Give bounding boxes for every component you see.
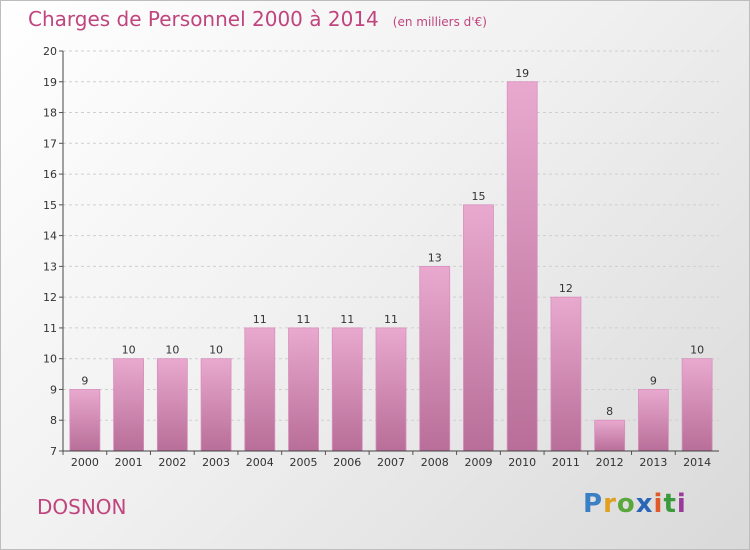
axes	[59, 50, 719, 455]
bar	[331, 327, 363, 452]
bar-value-label: 11	[384, 313, 398, 326]
bar	[681, 358, 713, 452]
bar-value-label: 9	[81, 374, 88, 387]
x-tick-label: 2010	[508, 456, 536, 469]
bar	[156, 358, 188, 452]
x-tick-label: 2002	[158, 456, 186, 469]
x-tick-label: 2006	[333, 456, 361, 469]
y-tick-label: 8	[50, 414, 57, 427]
bar	[638, 389, 669, 452]
logo-letter: t	[663, 489, 677, 519]
y-tick-label: 13	[43, 260, 57, 273]
bar	[244, 327, 276, 452]
commune-name: DOSNON	[37, 495, 127, 519]
bar-value-label: 10	[122, 344, 136, 357]
bar	[463, 204, 494, 452]
logo-letter: P	[583, 489, 604, 519]
x-tick-label: 2011	[552, 456, 580, 469]
bar	[113, 358, 144, 452]
bar-value-label: 11	[253, 313, 267, 326]
bar-value-label: 11	[340, 313, 354, 326]
y-tick-label: 11	[43, 322, 57, 335]
x-tick-label: 2014	[683, 456, 711, 469]
bar-value-label: 10	[690, 344, 704, 357]
y-tick-label: 10	[43, 353, 57, 366]
chart-subtitle: (en milliers d'€)	[392, 15, 487, 29]
y-tick-label: 16	[43, 168, 57, 181]
labels: 7 8 9 10 11 12 13 14 15 16 17 18 19 20 9 2000 10 2001 10 20…	[43, 45, 711, 469]
bar-value-label: 11	[297, 313, 311, 326]
x-tick-label: 2004	[246, 456, 274, 469]
y-tick-label: 14	[43, 230, 57, 243]
bar-value-label: 8	[606, 405, 613, 418]
y-tick-label: 17	[43, 137, 57, 150]
chart-title-text: Charges de Personnel 2000 à 2014	[28, 7, 379, 31]
logo-letter: i	[676, 489, 687, 519]
x-tick-label: 2007	[377, 456, 405, 469]
x-tick-label: 2012	[596, 456, 624, 469]
bar	[200, 358, 232, 452]
y-tick-label: 18	[43, 107, 57, 120]
x-tick-label: 2008	[421, 456, 449, 469]
y-tick-label: 7	[50, 445, 57, 458]
bar-value-label: 15	[471, 190, 485, 203]
logo-letter: o	[616, 489, 636, 519]
y-tick-label: 15	[43, 199, 57, 212]
bars	[69, 81, 713, 452]
x-tick-label: 2000	[71, 456, 99, 469]
y-tick-label: 12	[43, 291, 57, 304]
bar-value-label: 12	[559, 282, 573, 295]
bar	[506, 81, 538, 452]
x-tick-label: 2005	[290, 456, 318, 469]
logo-letter: i	[653, 489, 664, 519]
x-tick-label: 2013	[639, 456, 667, 469]
bar-value-label: 13	[428, 251, 442, 264]
bar	[419, 265, 451, 452]
bar	[550, 296, 582, 452]
bar-value-label: 19	[515, 67, 529, 80]
proxiti-logo: Proxiti	[583, 489, 687, 519]
x-tick-label: 2001	[115, 456, 143, 469]
chart-title: Charges de Personnel 2000 à 2014 (en mill…	[28, 7, 487, 31]
x-tick-label: 2003	[202, 456, 230, 469]
logo-letter: r	[603, 489, 617, 519]
y-tick-label: 19	[43, 76, 57, 89]
bar-value-label: 9	[650, 374, 657, 387]
bar	[594, 419, 626, 452]
bar	[288, 327, 319, 452]
bar-value-label: 10	[209, 344, 223, 357]
bar	[69, 389, 101, 452]
x-tick-label: 2009	[464, 456, 492, 469]
y-tick-label: 20	[43, 45, 57, 58]
logo-letter: x	[635, 489, 654, 519]
y-tick-label: 9	[50, 383, 57, 396]
bar-value-label: 10	[165, 344, 179, 357]
bar	[375, 327, 407, 452]
